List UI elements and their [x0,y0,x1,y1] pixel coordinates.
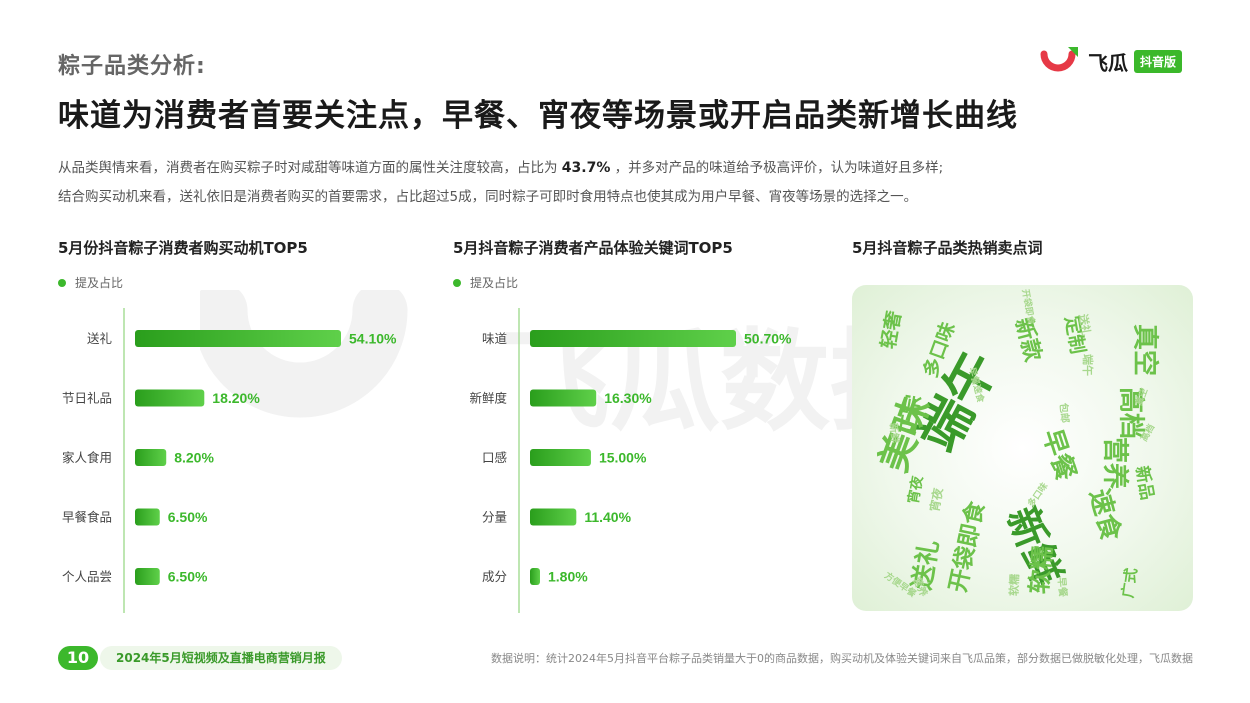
feigua-logo-icon [1040,47,1078,72]
category-label: 个人品尝 [62,569,112,584]
category-label: 味道 [482,332,508,346]
legend-dot [453,278,461,287]
legend-label: 提及占比 [75,276,124,290]
bar-chart-keywords: 味道 50.70% 新鲜度 16.30% 口感 15.00% 分量 11.40% 成分 1.80% [453,308,823,613]
bar-chart-canvas: 味道 50.70% 新鲜度 16.30% 口感 15.00% 分量 11.40% 成分 1.80% [469,308,792,613]
page-number: 10 [58,646,98,670]
intro-highlight: 43.7% [561,160,611,176]
chart-title-wordcloud: 5月抖音粽子品类热销卖点词 [852,239,1043,257]
bar [135,449,167,466]
cloud-word: 新品 [1131,464,1158,501]
word-cloud: 端午 美味 新鲜 真空 高档 营养 早餐 速食 软糯 送礼 开袋即食 新款 正宗 多口味 轻奢 定制 新品 宵夜广… [852,285,1193,611]
cloud-word: 宵夜 [927,486,946,513]
cloud-word: 包邮 [1057,402,1072,423]
category-label: 早餐食品 [62,510,112,525]
bar-chart-canvas: 送礼 54.10% 节日礼品 18.20% 家人食用 8.20% 早餐食品 6.50% 个人品尝… [62,308,397,613]
data-label: 18.20% [212,390,260,406]
bar [135,330,341,347]
bar [530,389,597,407]
legend-motive: 提及占比 [58,274,123,291]
cloud-word: 多口味 [1025,480,1050,509]
data-label: 6.50% [168,509,208,525]
logo-badge: 抖音版 [1134,49,1183,73]
data-label: 1.80% [548,569,588,585]
intro-line-1: 从品类舆情来看，消费者在购买粽子时对咸甜等味道方面的属性关注度较高，占比为 43… [58,160,944,176]
cloud-word: 真空 [1130,324,1161,376]
data-note: 数据说明：统计2024年5月抖音平台粽子品类销量大于0的商品数据，购买动机及体验… [491,652,1193,665]
data-label: 16.30% [604,390,652,406]
category-label: 成分 [482,570,507,584]
chart-title-keywords: 5月抖音粽子消费者产品体验关键词TOP5 [453,239,733,257]
bar [135,568,160,585]
cloud-word: 端午 [1081,354,1095,376]
data-label: 54.10% [349,331,397,347]
legend-label: 提及占比 [470,276,519,290]
bar [135,508,160,526]
category-label: 分量 [482,511,507,525]
brand-logo: 飞瓜 抖音版 [1040,44,1183,78]
cloud-word: 软糯 [1007,574,1022,596]
bar-chart-motive: 送礼 54.10% 节日礼品 18.20% 家人食用 8.20% 早餐食品 6.50% 个人品尝… [58,308,428,613]
cloud-word: 早餐 [1055,576,1070,598]
intro-paragraph: 从品类舆情来看，消费者在购买粽子时对咸甜等味道方面的属性关注度较高，占比为 43… [58,154,1198,212]
section-label: 粽子品类分析: [58,54,206,79]
bar [530,508,577,526]
cloud-word: 送礼 [1076,312,1094,337]
data-label: 8.20% [174,450,214,466]
bar [530,330,736,347]
category-label: 家人食用 [62,450,112,465]
data-label: 50.70% [744,331,792,347]
bar [530,568,540,585]
data-label: 6.50% [168,569,208,585]
cloud-word: 宵夜 [905,474,927,506]
bar [530,449,591,466]
legend-dot [58,278,66,287]
page-title: 味道为消费者首要关注点，早餐、宵夜等场景或开启品类新增长曲线 [58,98,1018,134]
cloud-word: 高档 [1116,387,1147,439]
cloud-word: 新鲜 [887,422,902,443]
cloud-word: 早餐 [1036,425,1081,485]
cloud-word: 开袋即食 [944,498,990,595]
cloud-word: 广式 [1119,567,1141,599]
category-label: 口感 [482,450,507,465]
category-label: 节日礼品 [62,391,112,406]
cloud-word: 速食 [1083,486,1127,545]
chart-title-motive: 5月份抖音粽子消费者购买动机TOP5 [58,239,308,257]
cloud-word: 轻奢 [876,308,905,350]
bar [135,389,205,407]
cloud-word: 软糯 [1025,545,1057,595]
data-label: 11.40% [584,509,631,525]
intro-line-2: 结合购买动机来看，送礼依旧是消费者购买的首要需求，占比超过5成，同时粽子可即时食… [58,189,918,205]
report-title: 2024年5月短视频及直播电商营销月报 [100,646,342,670]
category-label: 送礼 [87,331,112,346]
cloud-word: 营养 [1100,437,1131,489]
logo-brand-text: 飞瓜 [1088,50,1128,75]
legend-keywords: 提及占比 [453,274,518,291]
data-label: 15.00% [599,450,647,466]
category-label: 新鲜度 [469,391,507,406]
